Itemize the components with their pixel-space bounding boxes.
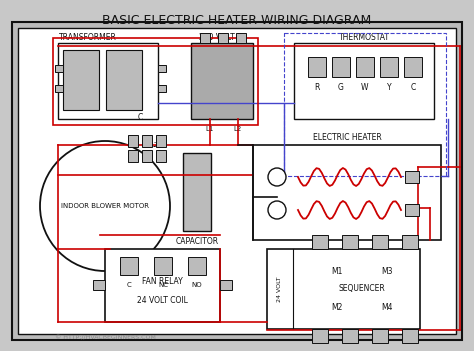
Text: 208/240 VOLTS IN: 208/240 VOLTS IN [79, 58, 83, 102]
Text: 24 VOLT: 24 VOLT [277, 276, 283, 302]
Bar [154, 257, 172, 275]
Bar [253, 145, 441, 240]
Text: FAN RELAY: FAN RELAY [142, 277, 182, 286]
Bar [236, 33, 246, 43]
Text: L2: L2 [234, 126, 242, 132]
Text: L2: L2 [151, 142, 159, 148]
Bar [106, 50, 142, 110]
Text: BASIC ELECTRIC HEATER WIRING DIAGRAM: BASIC ELECTRIC HEATER WIRING DIAGRAM [102, 14, 372, 27]
Bar [402, 235, 418, 249]
Bar [156, 135, 166, 147]
Bar [188, 257, 206, 275]
Text: L1: L1 [206, 126, 214, 132]
Bar [372, 329, 388, 343]
Text: M2: M2 [331, 303, 343, 311]
Bar [312, 329, 328, 343]
Text: M1: M1 [331, 266, 343, 276]
Text: THERMOSTAT: THERMOSTAT [338, 33, 390, 41]
Text: M3: M3 [381, 266, 393, 276]
Bar [402, 329, 418, 343]
Bar [372, 235, 388, 249]
Bar [284, 33, 446, 176]
Bar [120, 257, 138, 275]
Bar [128, 150, 138, 162]
Text: W: W [361, 82, 369, 92]
Text: NO: NO [191, 282, 202, 288]
Bar [356, 57, 374, 77]
Text: C: C [137, 113, 143, 121]
Text: C: C [410, 82, 416, 92]
Bar [58, 43, 158, 119]
Bar [405, 204, 419, 216]
Text: C: C [127, 282, 131, 288]
Bar [55, 85, 63, 92]
Bar [404, 57, 422, 77]
Bar [200, 33, 210, 43]
Bar [156, 150, 166, 162]
Text: SEQUENCER: SEQUENCER [338, 285, 385, 293]
Bar [294, 43, 434, 119]
Text: ELECTRIC HEATER: ELECTRIC HEATER [313, 133, 382, 143]
Text: CAPACITOR: CAPACITOR [175, 237, 219, 245]
Bar [158, 85, 166, 92]
Bar [18, 28, 456, 334]
Text: L1: L1 [132, 142, 140, 148]
Bar [53, 38, 258, 125]
Bar [142, 150, 152, 162]
Bar [308, 57, 326, 77]
Bar [218, 33, 228, 43]
Text: 24 VOLT COIL: 24 VOLT COIL [137, 296, 187, 305]
Bar [332, 57, 350, 77]
Bar [183, 153, 211, 231]
Bar [105, 249, 220, 322]
Text: INDOOR BLOWER MOTOR: INDOOR BLOWER MOTOR [61, 203, 149, 209]
Text: NC: NC [158, 282, 168, 288]
Bar [191, 43, 253, 119]
Text: M4: M4 [381, 303, 393, 311]
Bar [158, 65, 166, 72]
Bar [342, 235, 358, 249]
Text: TRANSFORMER: TRANSFORMER [59, 33, 117, 41]
Circle shape [268, 168, 286, 186]
Bar [93, 280, 105, 290]
Bar [63, 50, 99, 110]
Bar [128, 135, 138, 147]
Bar [405, 171, 419, 183]
Text: 240 VOLT IN: 240 VOLT IN [199, 33, 245, 41]
Bar [342, 329, 358, 343]
Text: 24 VOLTS OUT: 24 VOLTS OUT [121, 62, 127, 97]
Bar [55, 65, 63, 72]
Circle shape [40, 141, 170, 271]
Text: © HTTP://HVACBEGINNERS.COM: © HTTP://HVACBEGINNERS.COM [55, 336, 156, 340]
Bar [142, 135, 152, 147]
Bar [267, 249, 420, 329]
Text: G: G [338, 82, 344, 92]
Circle shape [268, 201, 286, 219]
Bar [380, 57, 398, 77]
Bar [220, 280, 232, 290]
Text: Y: Y [387, 82, 392, 92]
Text: R: R [314, 82, 319, 92]
Bar [312, 235, 328, 249]
